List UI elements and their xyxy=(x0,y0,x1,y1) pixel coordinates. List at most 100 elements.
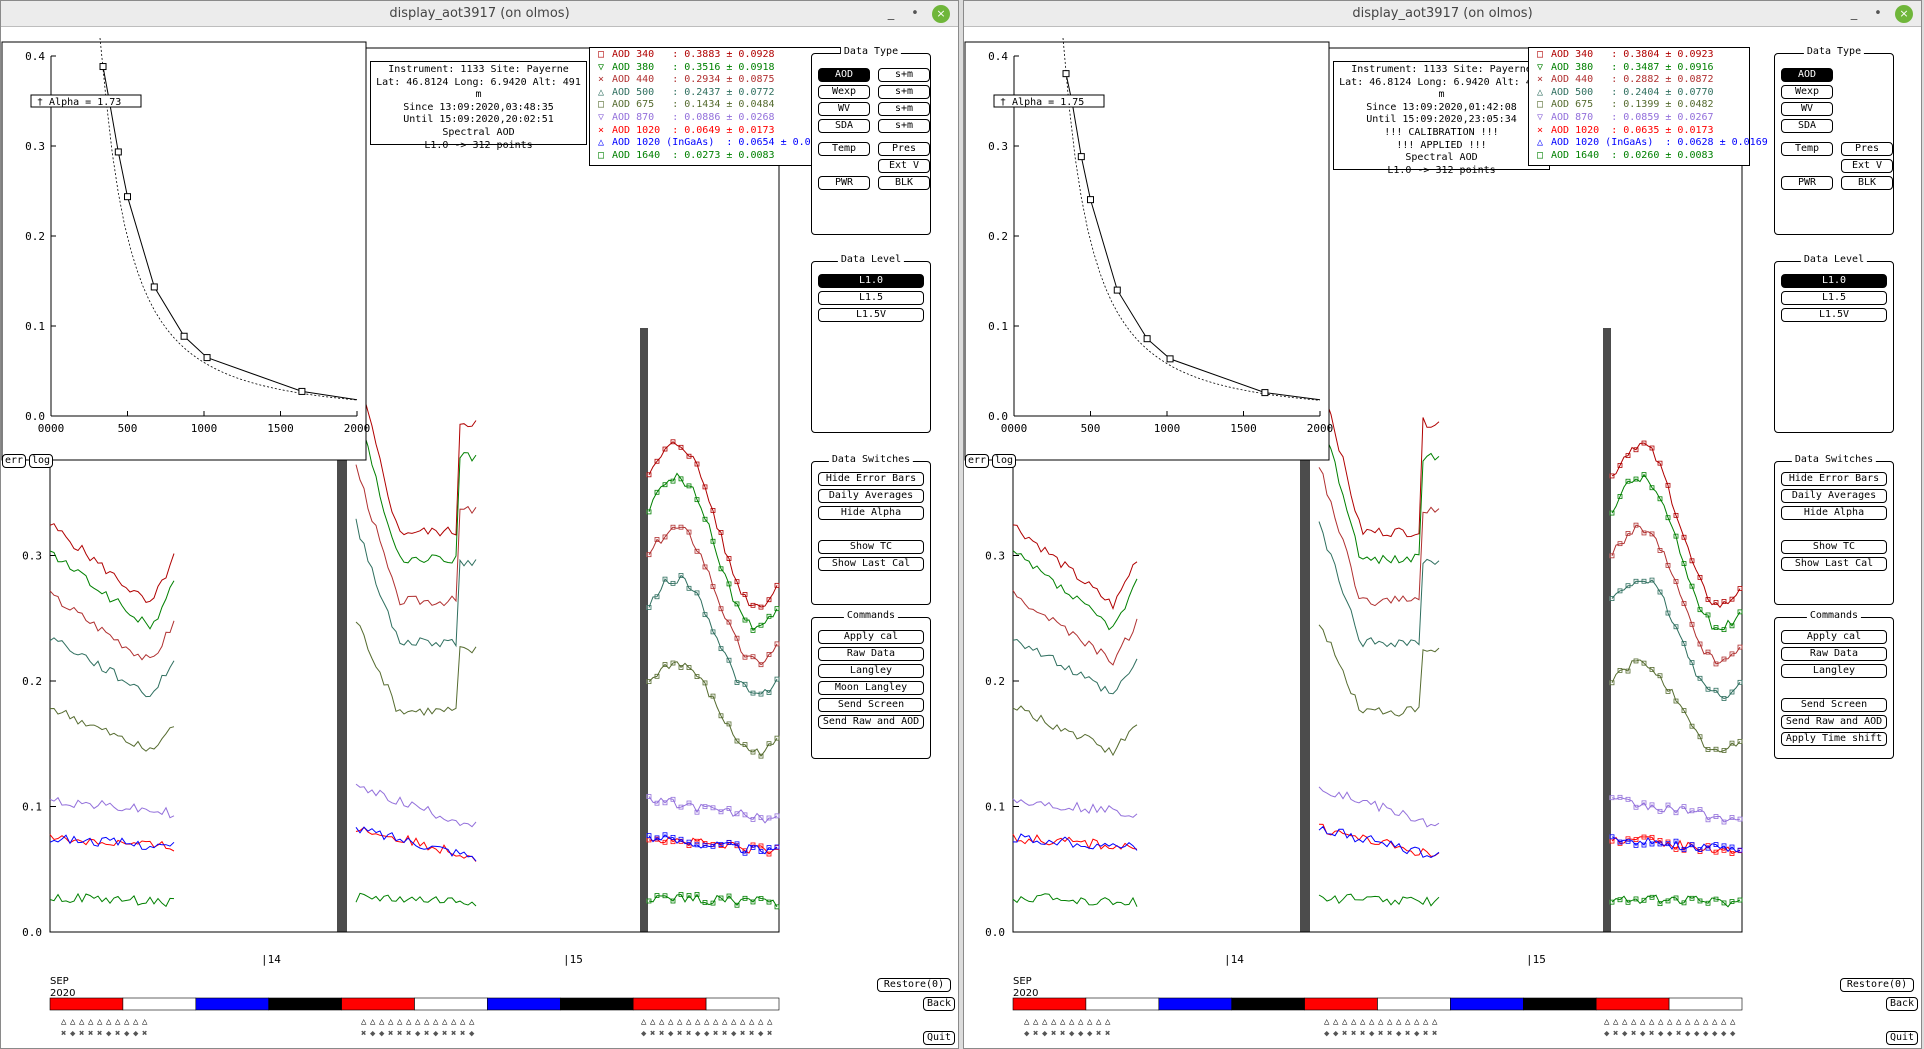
back-button[interactable]: Back xyxy=(923,997,955,1011)
data-type-button[interactable]: WV xyxy=(818,102,870,116)
command-button[interactable]: Apply Time shift xyxy=(1781,732,1887,746)
data-type-button[interactable]: WV xyxy=(1781,102,1833,116)
command-button[interactable]: Moon Langley xyxy=(818,681,924,695)
err-toggle[interactable]: err xyxy=(2,454,26,468)
data-switch-button[interactable]: Hide Alpha xyxy=(1781,506,1887,520)
data-type-button[interactable]: PWR xyxy=(1781,176,1833,190)
cal-marker-icon: ✖ xyxy=(722,1029,727,1039)
restore-button[interactable]: Restore(0) xyxy=(877,978,951,992)
minimize-button[interactable]: _ xyxy=(887,6,895,21)
data-type-button[interactable]: SDA xyxy=(1781,119,1833,133)
data-level-button[interactable]: L1.0 xyxy=(818,274,924,288)
legend-item: □ AOD 340 : 0.3804 ± 0.0923 xyxy=(1537,49,1749,62)
quit-button[interactable]: Quit xyxy=(1886,1031,1918,1045)
info-line: !!! CALIBRATION !!! xyxy=(1384,126,1499,138)
legend-text: AOD 675 : 0.1434 ± 0.0484 xyxy=(612,99,775,111)
command-button[interactable]: Send Screen xyxy=(1781,698,1887,712)
legend-text: AOD 1020 : 0.0635 ± 0.0173 xyxy=(1551,124,1714,136)
data-type-button[interactable]: PWR xyxy=(818,176,870,190)
data-point xyxy=(1681,641,1687,646)
data-switch-button[interactable]: Show Last Cal xyxy=(818,557,924,571)
data-point xyxy=(1665,841,1671,847)
data-point xyxy=(1697,641,1703,647)
data-type-button[interactable]: AOD xyxy=(1781,68,1833,82)
cal-marker-icon: ✖ xyxy=(1387,1029,1392,1039)
close-button[interactable]: × xyxy=(1895,5,1913,23)
data-type-button[interactable]: Temp xyxy=(818,142,870,156)
cal-marker-icon: ◆ xyxy=(370,1029,376,1039)
data-point xyxy=(646,472,652,478)
data-switch-button[interactable]: Hide Error Bars xyxy=(818,472,924,486)
data-type-button[interactable]: s+m xyxy=(878,102,930,116)
alpha-label: † Alpha = 1.73 xyxy=(37,97,121,108)
command-button[interactable]: Langley xyxy=(818,664,924,678)
log-toggle[interactable]: log xyxy=(992,454,1016,468)
command-button[interactable]: Apply cal xyxy=(818,630,924,644)
data-type-button[interactable]: BLK xyxy=(1841,176,1893,190)
data-switch-button[interactable]: Hide Error Bars xyxy=(1781,472,1887,486)
back-button[interactable]: Back xyxy=(1886,997,1918,1011)
data-point xyxy=(1641,472,1647,477)
data-type-button[interactable]: SDA xyxy=(818,119,870,133)
data-type-button[interactable]: Temp xyxy=(1781,142,1833,156)
data-point xyxy=(1729,815,1735,820)
data-point xyxy=(1649,802,1655,808)
cal-marker-icon: ✖ xyxy=(659,1029,664,1039)
cal-marker-icon: △ xyxy=(106,1017,112,1027)
data-level-button[interactable]: L1.5 xyxy=(818,291,924,305)
data-type-button[interactable]: Pres xyxy=(1841,142,1893,156)
minimize-button[interactable]: _ xyxy=(1850,6,1858,21)
data-type-button[interactable]: Pres xyxy=(878,142,930,156)
cal-marker-icon: △ xyxy=(1432,1017,1438,1027)
maximize-button[interactable]: • xyxy=(911,6,919,21)
command-button[interactable]: Raw Data xyxy=(1781,647,1887,661)
restore-button[interactable]: Restore(0) xyxy=(1840,978,1914,992)
data-type-button[interactable]: Wexp xyxy=(1781,85,1833,99)
data-type-button[interactable]: AOD xyxy=(818,68,870,82)
data-point xyxy=(1737,609,1743,615)
data-level-button[interactable]: L1.0 xyxy=(1781,274,1887,288)
data-switch-button[interactable]: Show TC xyxy=(1781,540,1887,554)
close-button[interactable]: × xyxy=(932,5,950,23)
err-toggle[interactable]: err xyxy=(965,454,989,468)
data-point xyxy=(694,590,700,596)
command-button[interactable]: Langley xyxy=(1781,664,1887,678)
data-switch-button[interactable]: Show Last Cal xyxy=(1781,557,1887,571)
data-type-button[interactable]: Wexp xyxy=(818,85,870,99)
data-type-button[interactable]: Ext V xyxy=(878,159,930,173)
command-button[interactable]: Raw Data xyxy=(818,647,924,661)
data-type-button[interactable]: Ext V xyxy=(1841,159,1893,173)
cal-marker-icon: ✖ xyxy=(142,1029,147,1039)
data-type-button[interactable]: s+m xyxy=(878,68,930,82)
data-point xyxy=(1721,843,1727,849)
cal-marker-icon: △ xyxy=(677,1017,683,1027)
data-type-button[interactable]: BLK xyxy=(878,176,930,190)
cal-marker-icon: ✖ xyxy=(713,1029,718,1039)
data-switch-button[interactable]: Daily Averages xyxy=(1781,489,1887,503)
data-type-button[interactable]: s+m xyxy=(878,119,930,133)
command-button[interactable]: Send Raw and AOD xyxy=(818,715,924,729)
legend-text: AOD 500 : 0.2404 ± 0.0770 xyxy=(1551,86,1714,98)
data-switch-button[interactable]: Hide Alpha xyxy=(818,506,924,520)
data-type-button[interactable]: s+m xyxy=(878,85,930,99)
data-point xyxy=(774,582,780,588)
command-button[interactable]: Send Screen xyxy=(818,698,924,712)
data-level-button[interactable]: L1.5V xyxy=(818,308,924,322)
data-level-button[interactable]: L1.5V xyxy=(1781,308,1887,322)
data-type-panel: Data Type AOD s+m Wexp s+m WV s+m SDA s+m Temp Pre… xyxy=(811,46,931,235)
info-line: Spectral AOD xyxy=(1405,152,1478,164)
data-type-panel-title: Data Type xyxy=(1803,46,1865,57)
maximize-button[interactable]: • xyxy=(1874,6,1882,21)
data-switch-button[interactable]: Show TC xyxy=(818,540,924,554)
data-point xyxy=(726,619,732,625)
aod-series-line xyxy=(49,410,778,632)
data-level-button[interactable]: L1.5 xyxy=(1781,291,1887,305)
data-switch-button[interactable]: Daily Averages xyxy=(818,489,924,503)
command-button[interactable]: Apply cal xyxy=(1781,630,1887,644)
legend-marker-icon: □ xyxy=(597,99,605,111)
log-toggle[interactable]: log xyxy=(29,454,53,468)
cal-marker-icon: ✖ xyxy=(1432,1029,1437,1039)
quit-button[interactable]: Quit xyxy=(923,1031,955,1045)
data-point xyxy=(654,673,660,679)
command-button[interactable]: Send Raw and AOD xyxy=(1781,715,1887,729)
